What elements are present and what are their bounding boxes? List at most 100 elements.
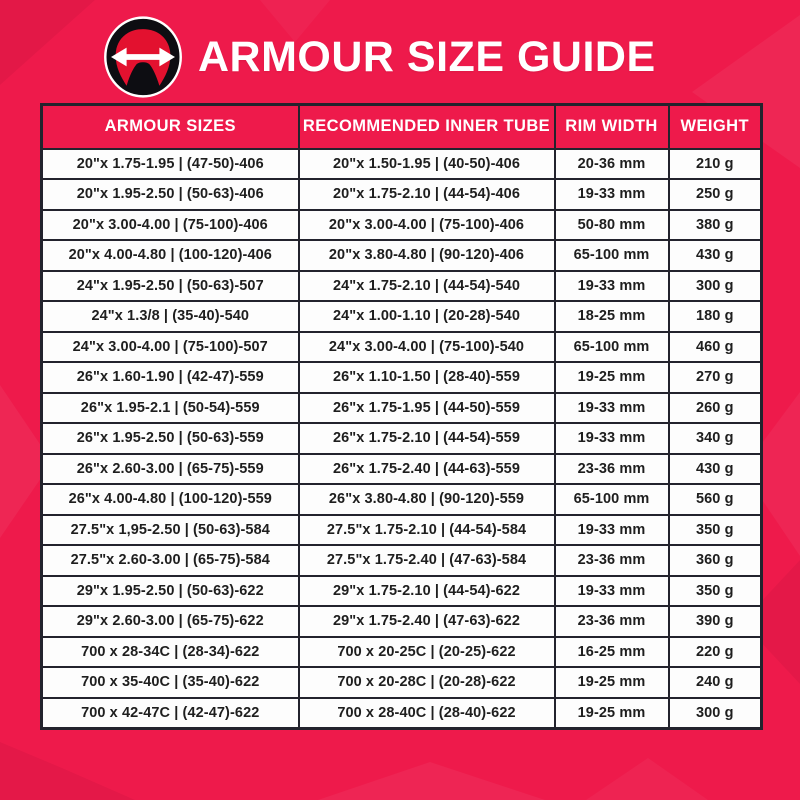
cell-rim-width: 23-36 mm bbox=[553, 605, 670, 638]
cell-weight: 460 g bbox=[667, 330, 763, 363]
table-row: 700 x 28-34C | (28-34)-622 700 x 20-25C |… bbox=[40, 635, 763, 668]
cell-weight: 210 g bbox=[667, 147, 763, 180]
table-row: 20"x 3.00-4.00 | (75-100)-406 20"x 3.00-4… bbox=[40, 208, 763, 241]
cell-inner-tube: 26"x 3.80-4.80 | (90-120)-559 bbox=[297, 483, 556, 516]
cell-rim-width: 19-33 mm bbox=[553, 422, 670, 455]
cell-rim-width: 23-36 mm bbox=[553, 452, 670, 485]
cell-armour-size: 20"x 4.00-4.80 | (100-120)-406 bbox=[40, 239, 300, 272]
cell-armour-size: 24"x 1.95-2.50 | (50-63)-507 bbox=[40, 269, 300, 302]
cell-inner-tube: 26"x 1.75-2.40 | (44-63)-559 bbox=[297, 452, 556, 485]
page-title: ARMOUR SIZE GUIDE bbox=[198, 32, 656, 81]
table-row: 26"x 4.00-4.80 | (100-120)-559 26"x 3.80-… bbox=[40, 483, 763, 516]
cell-weight: 380 g bbox=[667, 208, 763, 241]
cell-weight: 220 g bbox=[667, 635, 763, 668]
cell-rim-width: 19-33 mm bbox=[553, 574, 670, 607]
cell-armour-size: 20"x 1.75-1.95 | (47-50)-406 bbox=[40, 147, 300, 180]
cell-rim-width: 19-33 mm bbox=[553, 513, 670, 546]
cell-rim-width: 18-25 mm bbox=[553, 300, 670, 333]
cell-weight: 300 g bbox=[667, 269, 763, 302]
cell-rim-width: 19-25 mm bbox=[553, 666, 670, 699]
cell-armour-size: 26"x 2.60-3.00 | (65-75)-559 bbox=[40, 452, 300, 485]
cell-armour-size: 700 x 28-34C | (28-34)-622 bbox=[40, 635, 300, 668]
cell-armour-size: 29"x 2.60-3.00 | (65-75)-622 bbox=[40, 605, 300, 638]
table-body: 20"x 1.75-1.95 | (47-50)-406 20"x 1.50-1.… bbox=[40, 147, 763, 729]
table-row: 27.5"x 2.60-3.00 | (65-75)-584 27.5"x 1.7… bbox=[40, 544, 763, 577]
cell-inner-tube: 26"x 1.75-1.95 | (44-50)-559 bbox=[297, 391, 556, 424]
cell-inner-tube: 20"x 1.50-1.95 | (40-50)-406 bbox=[297, 147, 556, 180]
cell-rim-width: 19-25 mm bbox=[553, 696, 670, 729]
cell-inner-tube: 20"x 1.75-2.10 | (44-54)-406 bbox=[297, 178, 556, 211]
cell-rim-width: 16-25 mm bbox=[553, 635, 670, 668]
cell-inner-tube: 26"x 1.10-1.50 | (28-40)-559 bbox=[297, 361, 556, 394]
cell-inner-tube: 700 x 20-25C | (20-25)-622 bbox=[297, 635, 556, 668]
table-row: 20"x 1.95-2.50 | (50-63)-406 20"x 1.75-2.… bbox=[40, 178, 763, 211]
table-header: ARMOUR SIZES RECOMMENDED INNER TUBE RIM … bbox=[40, 103, 763, 150]
table-row: 20"x 1.75-1.95 | (47-50)-406 20"x 1.50-1.… bbox=[40, 147, 763, 180]
cell-inner-tube: 29"x 1.75-2.10 | (44-54)-622 bbox=[297, 574, 556, 607]
table-row: 24"x 1.3/8 | (35-40)-540 24"x 1.00-1.10 |… bbox=[40, 300, 763, 333]
cell-rim-width: 23-36 mm bbox=[553, 544, 670, 577]
cell-weight: 350 g bbox=[667, 513, 763, 546]
cell-rim-width: 19-33 mm bbox=[553, 178, 670, 211]
cell-armour-size: 700 x 35-40C | (35-40)-622 bbox=[40, 666, 300, 699]
table-row: 26"x 2.60-3.00 | (65-75)-559 26"x 1.75-2.… bbox=[40, 452, 763, 485]
cell-rim-width: 50-80 mm bbox=[553, 208, 670, 241]
cell-rim-width: 65-100 mm bbox=[553, 239, 670, 272]
cell-armour-size: 20"x 3.00-4.00 | (75-100)-406 bbox=[40, 208, 300, 241]
table-row: 26"x 1.95-2.1 | (50-54)-559 26"x 1.75-1.9… bbox=[40, 391, 763, 424]
cell-rim-width: 65-100 mm bbox=[553, 330, 670, 363]
cell-inner-tube: 27.5"x 1.75-2.40 | (47-63)-584 bbox=[297, 544, 556, 577]
cell-weight: 270 g bbox=[667, 361, 763, 394]
brand-header: ARMOUR SIZE GUIDE bbox=[102, 14, 656, 100]
cell-weight: 240 g bbox=[667, 666, 763, 699]
cell-armour-size: 29"x 1.95-2.50 | (50-63)-622 bbox=[40, 574, 300, 607]
cell-inner-tube: 24"x 1.75-2.10 | (44-54)-540 bbox=[297, 269, 556, 302]
table-row: 700 x 35-40C | (35-40)-622 700 x 20-28C |… bbox=[40, 666, 763, 699]
cell-inner-tube: 24"x 1.00-1.10 | (20-28)-540 bbox=[297, 300, 556, 333]
table-row: 27.5"x 1,95-2.50 | (50-63)-584 27.5"x 1.7… bbox=[40, 513, 763, 546]
cell-armour-size: 27.5"x 2.60-3.00 | (65-75)-584 bbox=[40, 544, 300, 577]
cell-inner-tube: 27.5"x 1.75-2.10 | (44-54)-584 bbox=[297, 513, 556, 546]
cell-weight: 430 g bbox=[667, 239, 763, 272]
cell-inner-tube: 24"x 3.00-4.00 | (75-100)-540 bbox=[297, 330, 556, 363]
cell-armour-size: 26"x 1.95-2.1 | (50-54)-559 bbox=[40, 391, 300, 424]
cell-armour-size: 27.5"x 1,95-2.50 | (50-63)-584 bbox=[40, 513, 300, 546]
cell-weight: 180 g bbox=[667, 300, 763, 333]
column-header-rim-width: RIM WIDTH bbox=[553, 103, 670, 150]
cell-rim-width: 19-33 mm bbox=[553, 269, 670, 302]
table-row: 24"x 1.95-2.50 | (50-63)-507 24"x 1.75-2.… bbox=[40, 269, 763, 302]
cell-inner-tube: 29"x 1.75-2.40 | (47-63)-622 bbox=[297, 605, 556, 638]
table-row: 700 x 42-47C | (42-47)-622 700 x 28-40C |… bbox=[40, 696, 763, 729]
cell-weight: 300 g bbox=[667, 696, 763, 729]
table-row: 24"x 3.00-4.00 | (75-100)-507 24"x 3.00-4… bbox=[40, 330, 763, 363]
cell-weight: 260 g bbox=[667, 391, 763, 424]
cell-inner-tube: 20"x 3.00-4.00 | (75-100)-406 bbox=[297, 208, 556, 241]
table-row: 29"x 2.60-3.00 | (65-75)-622 29"x 1.75-2.… bbox=[40, 605, 763, 638]
table-row: 29"x 1.95-2.50 | (50-63)-622 29"x 1.75-2.… bbox=[40, 574, 763, 607]
table-row: 20"x 4.00-4.80 | (100-120)-406 20"x 3.80-… bbox=[40, 239, 763, 272]
column-header-inner-tube: RECOMMENDED INNER TUBE bbox=[297, 103, 556, 150]
cell-rim-width: 65-100 mm bbox=[553, 483, 670, 516]
cell-armour-size: 24"x 3.00-4.00 | (75-100)-507 bbox=[40, 330, 300, 363]
size-guide-table: ARMOUR SIZES RECOMMENDED INNER TUBE RIM … bbox=[40, 103, 763, 730]
cell-weight: 390 g bbox=[667, 605, 763, 638]
cell-weight: 250 g bbox=[667, 178, 763, 211]
cell-armour-size: 700 x 42-47C | (42-47)-622 bbox=[40, 696, 300, 729]
cell-weight: 340 g bbox=[667, 422, 763, 455]
cell-rim-width: 20-36 mm bbox=[553, 147, 670, 180]
cell-armour-size: 26"x 1.95-2.50 | (50-63)-559 bbox=[40, 422, 300, 455]
column-header-weight: WEIGHT bbox=[667, 103, 763, 150]
cell-rim-width: 19-25 mm bbox=[553, 361, 670, 394]
cell-inner-tube: 700 x 20-28C | (20-28)-622 bbox=[297, 666, 556, 699]
cell-inner-tube: 700 x 28-40C | (28-40)-622 bbox=[297, 696, 556, 729]
cell-weight: 350 g bbox=[667, 574, 763, 607]
table-row: 26"x 1.95-2.50 | (50-63)-559 26"x 1.75-2.… bbox=[40, 422, 763, 455]
cell-rim-width: 19-33 mm bbox=[553, 391, 670, 424]
cell-weight: 430 g bbox=[667, 452, 763, 485]
cell-armour-size: 26"x 4.00-4.80 | (100-120)-559 bbox=[40, 483, 300, 516]
cell-armour-size: 26"x 1.60-1.90 | (42-47)-559 bbox=[40, 361, 300, 394]
table-row: 26"x 1.60-1.90 | (42-47)-559 26"x 1.10-1.… bbox=[40, 361, 763, 394]
cell-armour-size: 24"x 1.3/8 | (35-40)-540 bbox=[40, 300, 300, 333]
cell-armour-size: 20"x 1.95-2.50 | (50-63)-406 bbox=[40, 178, 300, 211]
